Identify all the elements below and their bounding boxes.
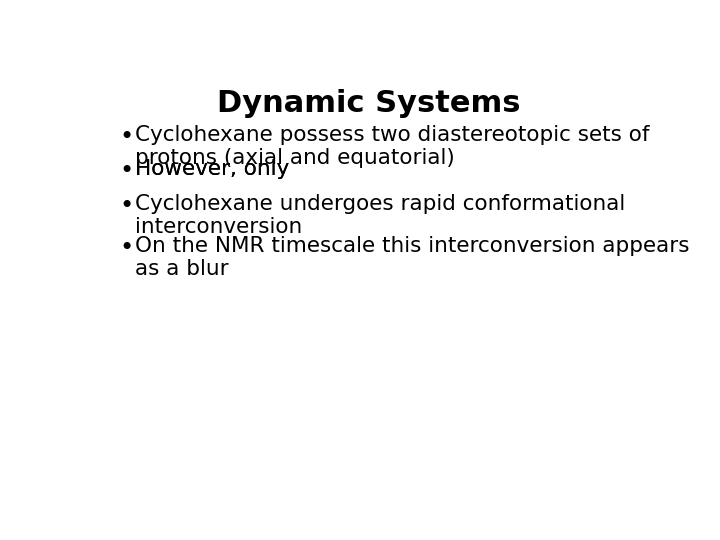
Text: Cyclohexane undergoes rapid conformational
interconversion: Cyclohexane undergoes rapid conformation…	[135, 194, 625, 238]
Text: Cyclohexane possess two diastereotopic sets of
protons (axial and equatorial): Cyclohexane possess two diastereotopic s…	[135, 125, 649, 168]
Text: •: •	[120, 159, 134, 183]
Text: However, only: However, only	[135, 159, 296, 179]
Text: •: •	[120, 194, 134, 218]
Text: Dynamic Systems: Dynamic Systems	[217, 90, 521, 118]
Text: On the NMR timescale this interconversion appears
as a blur: On the NMR timescale this interconversio…	[135, 236, 690, 279]
Text: •: •	[120, 236, 134, 260]
Text: However, only: However, only	[135, 159, 296, 179]
Text: •: •	[120, 125, 134, 149]
